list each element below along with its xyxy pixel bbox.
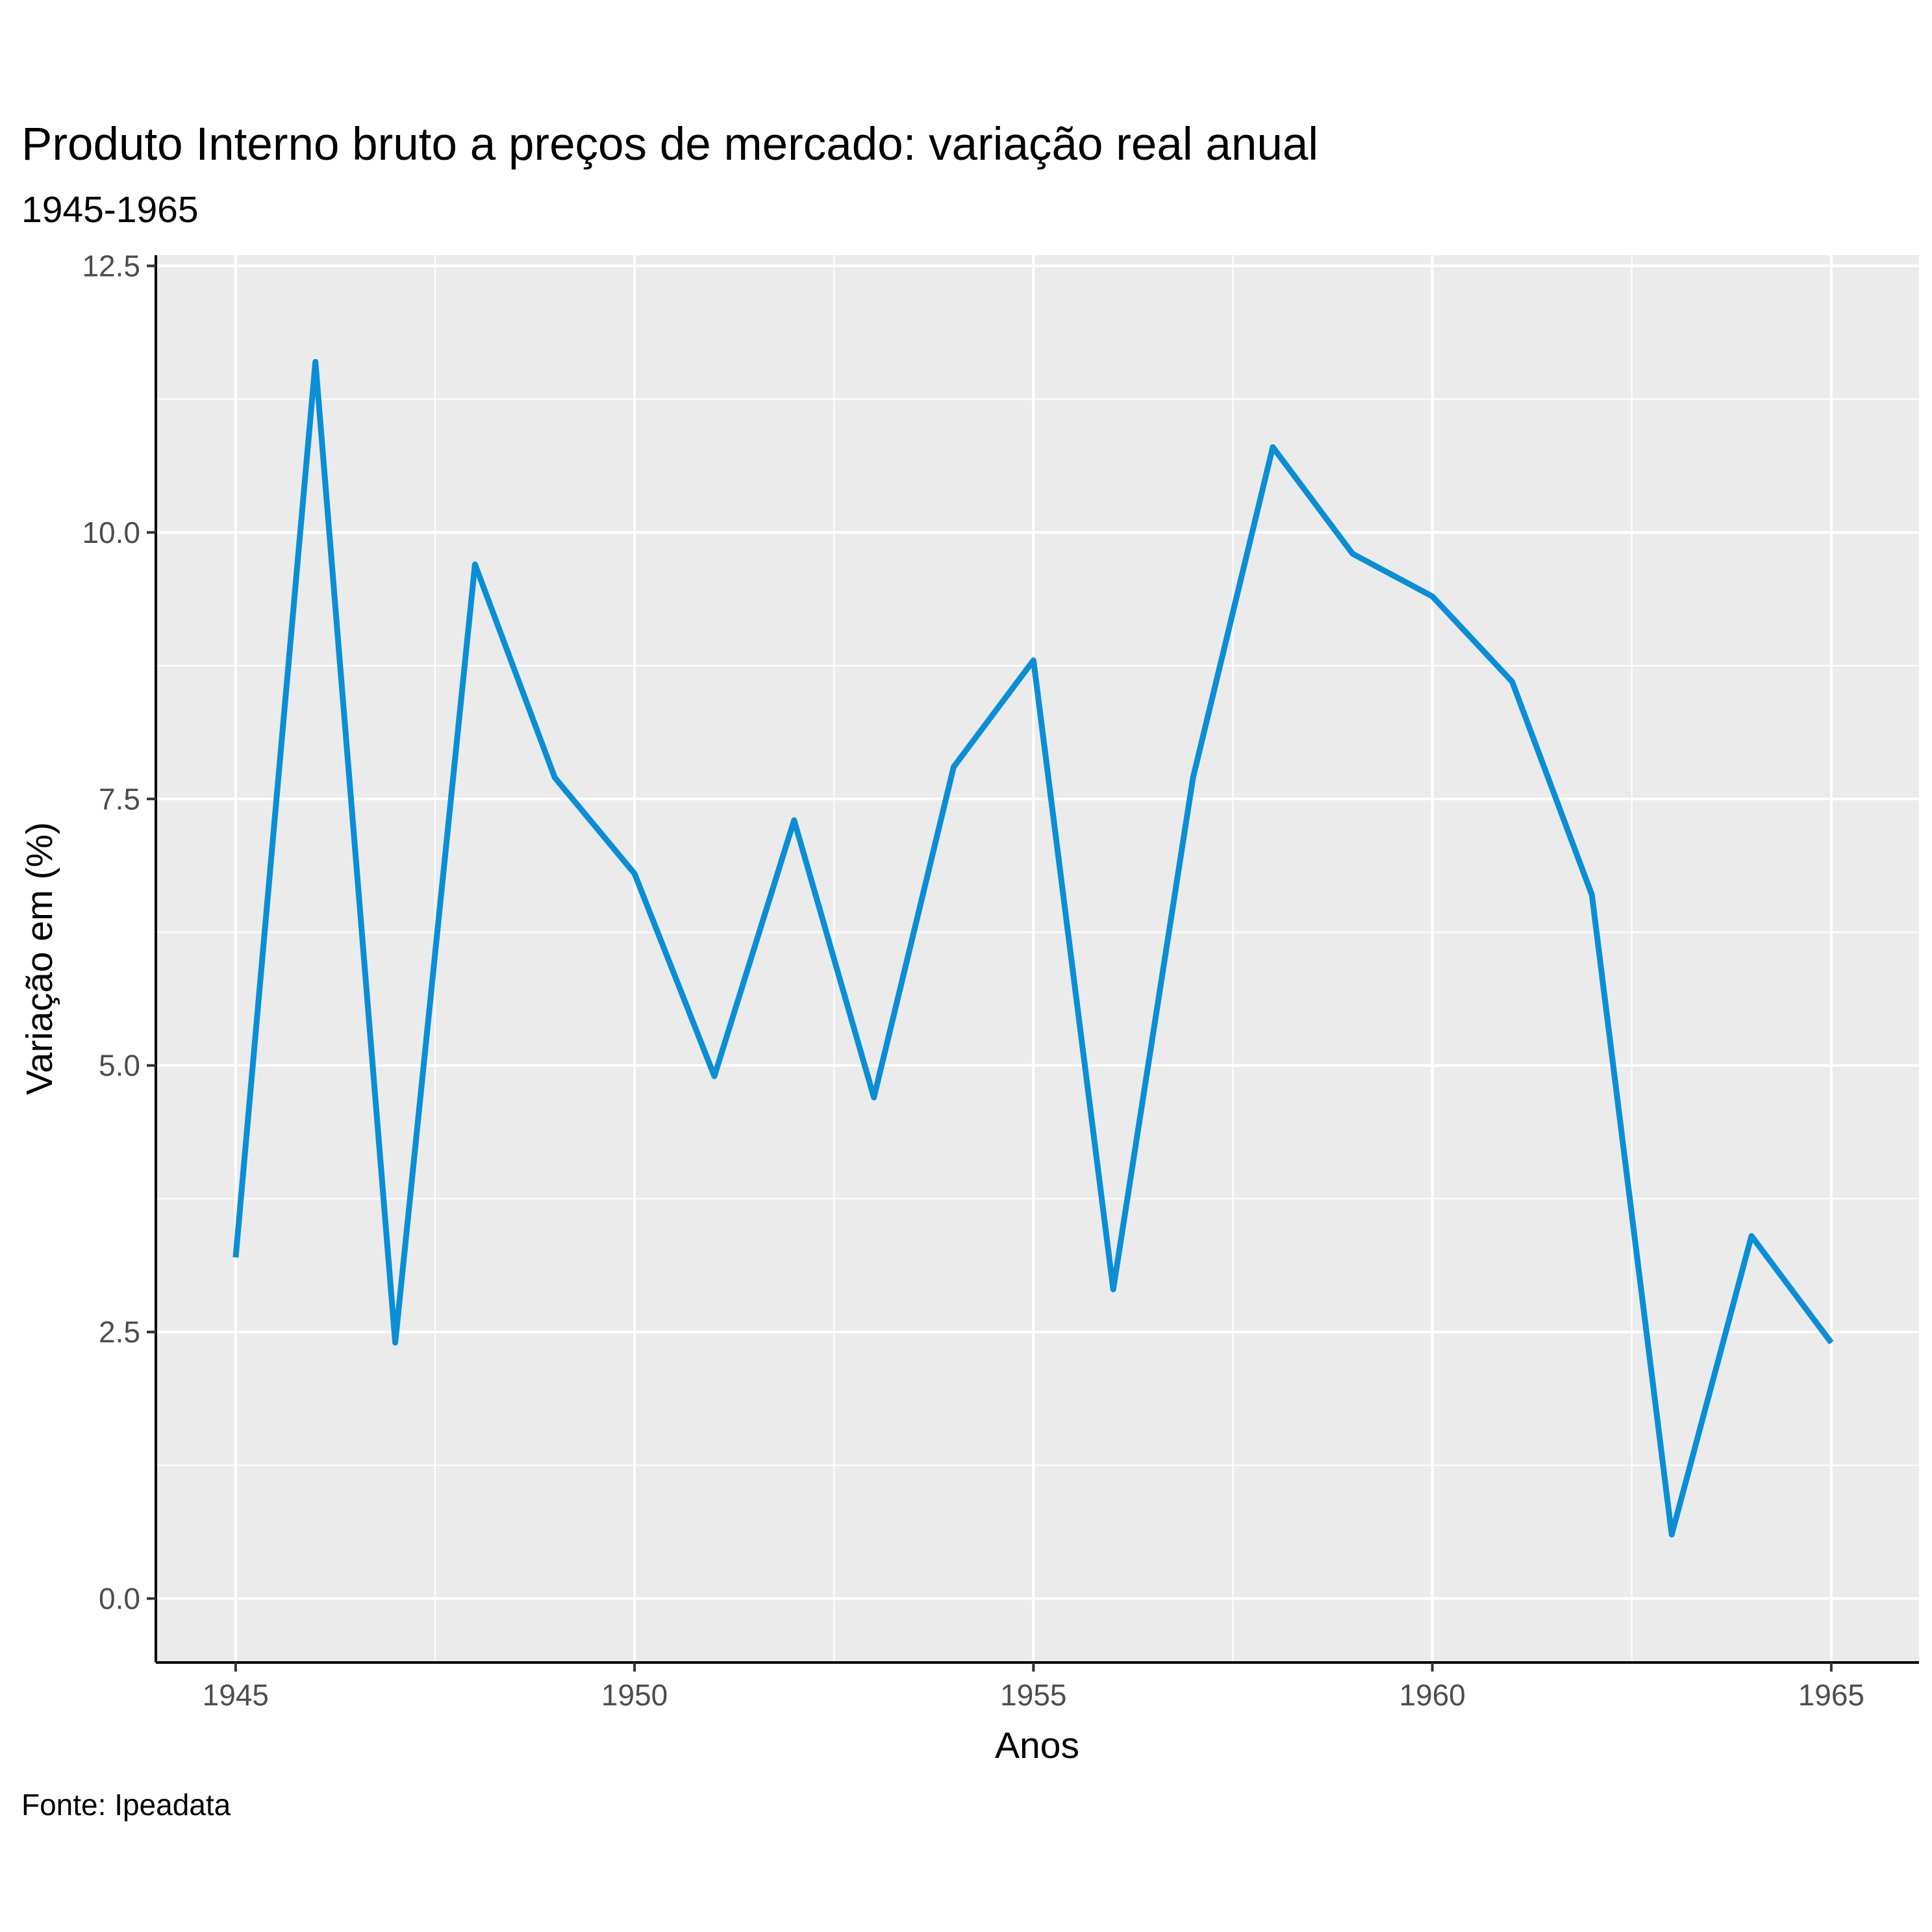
chart-title: Produto Interno bruto a preços de mercad… [21,119,1318,170]
y-axis: 0.0 2.5 5.0 7.5 10.0 12.5 [82,249,157,1662]
minor-gridlines [156,255,1919,1662]
y-tick-label: 2.5 [99,1315,140,1349]
series-line [232,358,1834,1538]
x-tick-label: 1945 [203,1678,269,1712]
y-axis-label: Variação em (%) [19,822,60,1095]
x-tick-label: 1960 [1399,1678,1465,1712]
x-tick-label: 1955 [1000,1678,1066,1712]
y-tick-label: 7.5 [99,782,140,816]
caption: Fonte: Ipeadata [21,1788,231,1822]
x-tick-label: 1950 [601,1678,668,1712]
y-tick-label: 5.0 [99,1049,140,1083]
x-tick-label: 1965 [1798,1678,1864,1712]
y-tick-label: 12.5 [82,249,140,282]
chart-subtitle: 1945-1965 [21,189,199,231]
x-axis: 1945 1950 1955 1960 1965 [156,1661,1919,1712]
x-axis-label: Anos [995,1725,1079,1766]
plot-panel [156,255,1919,1662]
y-tick-label: 0.0 [99,1582,140,1616]
y-tick-label: 10.0 [82,516,140,549]
major-gridlines [156,255,1919,1662]
